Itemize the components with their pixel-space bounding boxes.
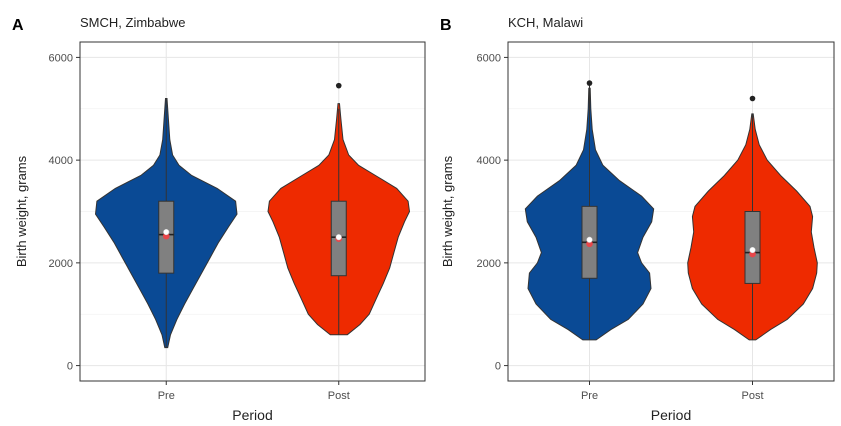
mean-point	[335, 234, 342, 241]
outlier-point	[335, 82, 342, 89]
y-tick-label: 2000	[477, 258, 501, 270]
panel-title: KCH, Malawi	[508, 15, 583, 30]
plot-area: 0 2000 4000 6000 Pre Post	[49, 41, 426, 402]
y-axis-label: Birth weight, grams	[440, 155, 455, 267]
y-tick-label: 4000	[49, 155, 73, 167]
panel-border	[507, 41, 835, 382]
x-axis-label: Period	[651, 407, 691, 423]
x-tick-label: Pre	[581, 390, 598, 402]
panel-letter: A	[12, 17, 24, 34]
y-tick-label: 6000	[477, 52, 501, 64]
outlier-point	[586, 80, 593, 86]
x-tick-label: Pre	[158, 390, 175, 402]
x-tick-label: Post	[741, 390, 763, 402]
x-tick-label: Post	[328, 390, 350, 402]
y-tick-label: 0	[495, 361, 501, 373]
y-tick-label: 0	[67, 361, 73, 373]
mean-point	[749, 246, 756, 254]
panel-letter: B	[440, 17, 452, 34]
y-axis-label: Birth weight, grams	[14, 155, 29, 267]
y-tick-label: 6000	[49, 52, 73, 64]
y-tick-label: 4000	[477, 155, 501, 167]
mean-point	[586, 236, 593, 243]
x-axis-label: Period	[232, 407, 272, 423]
plot-area: 0 2000 4000 6000 Pre Post	[477, 41, 835, 402]
panel-a: A SMCH, Zimbabwe Birth weight, grams Per…	[12, 15, 426, 423]
y-tick-label: 2000	[49, 258, 73, 270]
panel-b: B KCH, Malawi Birth weight, grams Period…	[440, 15, 835, 423]
outlier-point	[749, 95, 756, 102]
panel-border	[79, 41, 426, 382]
panel-title: SMCH, Zimbabwe	[80, 15, 185, 30]
mean-point	[163, 228, 170, 236]
